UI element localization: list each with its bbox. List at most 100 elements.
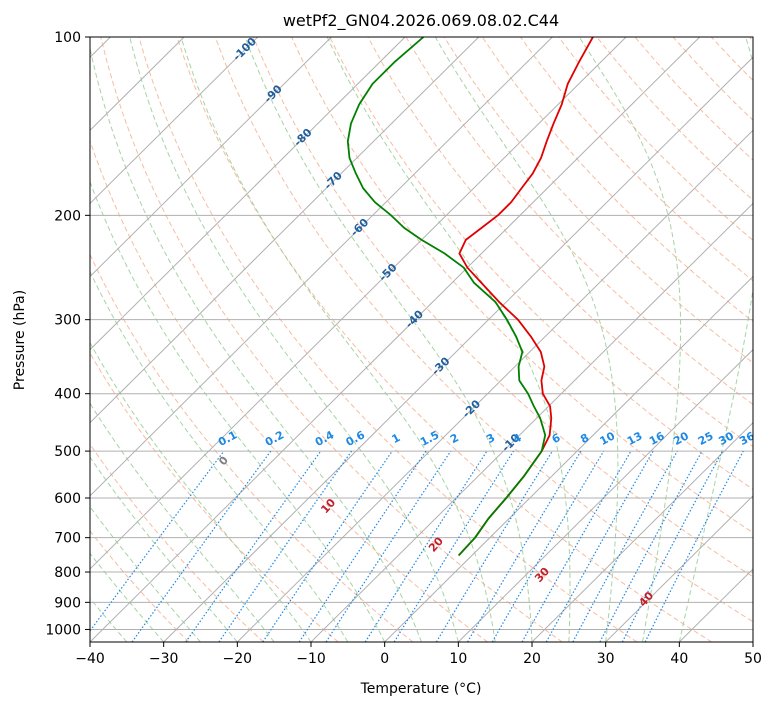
y-tick-label: 200 [54,208,81,224]
moist-adiabat-line [434,37,619,642]
y-tick-label: 700 [54,531,81,547]
x-tick-label: −40 [75,651,105,667]
mixing-ratio-line [599,450,703,642]
moist-adiabat-line [244,37,533,642]
dry-adiabat-line [558,37,753,241]
x-tick-label: 50 [744,651,762,667]
dry-adiabat-line [90,530,190,642]
x-tick-label: 0 [380,651,389,667]
mixing-ratio-line [644,450,744,642]
dry-adiabat-line [100,37,563,642]
isotherm-line [678,568,753,642]
isotherm-line [236,129,753,642]
dry-adiabat-line [405,37,753,406]
isotherm-label: -100 [230,35,259,64]
dry-adiabat-line [214,37,753,623]
x-tick-label: −20 [223,651,253,667]
mixing-ratio-label: 25 [696,429,716,448]
mixing-ratio-label: 1.5 [418,428,441,449]
moist-adiabat-line [129,37,459,642]
dry-adiabat-line [90,352,339,642]
y-tick-label: 1000 [45,622,81,638]
dry-adiabat-label: 0 [216,453,231,468]
dewpoint-profile [346,37,547,557]
dry-adiabat-line [672,37,753,121]
mixing-ratio-label: 0.2 [263,428,286,449]
mixing-ratio-line [621,450,724,642]
isotherm-line [163,56,753,642]
mixing-ratio-line [572,450,678,642]
moist-adiabat-line [90,45,422,642]
mixing-ratio-line [262,450,393,642]
mixing-ratio-line [466,450,582,642]
plot-frame [89,36,754,643]
mixing-ratio-line [393,450,515,642]
moist-adiabat-line [90,270,349,642]
isotherm-line [90,37,627,570]
moist-adiabat-line [180,37,496,642]
isotherm-line [90,37,553,497]
y-tick-label: 600 [54,491,81,507]
mixing-ratio-label: 0.1 [216,428,239,449]
x-axis-label: Temperature (°C) [360,681,482,697]
moist-adiabat-line [90,341,312,642]
moist-adiabat-line [578,37,682,642]
x-tick-label: 40 [670,651,688,667]
temperature-profile [457,37,594,557]
mixing-ratio-label: 20 [671,429,691,448]
dry-adiabat-line [481,37,753,323]
dry-adiabat-line [138,37,638,642]
mixing-ratio-line [218,450,353,642]
mixing-ratio-line [545,450,654,642]
moist-adiabat-line [326,37,571,642]
isotherm-line [310,202,753,642]
isotherm-line [90,37,480,424]
chart-title: wetPf2_GN04.2026.069.08.02.C44 [283,11,559,31]
moist-adiabat-line [90,456,238,642]
dry-adiabat-line [252,37,753,578]
x-tick-label: 20 [523,651,541,667]
mixing-ratio-line [185,450,322,642]
mixing-ratio-label: 36 [737,429,757,448]
mixing-ratio-label: 13 [625,429,645,448]
axes: −40 −30 −20 −10 0 10 20 30 40 5010020030040050060… [45,30,762,667]
mixing-ratio-line [298,450,427,642]
mixing-ratio-line [435,450,553,642]
y-tick-label: 400 [54,387,81,403]
y-tick-label: 800 [54,565,81,581]
dry-adiabat-line [90,253,414,642]
plot-area: -100-90-80-70-60-50-40-30-20-100.1 0.2 0.4… [90,35,757,642]
moist-adiabat-line [678,37,753,642]
isotherm-line [90,37,701,642]
dry-adiabat-line [90,443,264,642]
isotherm-line [457,348,753,642]
dry-adiabat-line [90,139,488,642]
mixing-ratio-label: 1 [390,431,403,446]
isotherm-line [605,495,753,642]
y-axis-label: Pressure (hPa) [12,290,28,390]
isotherm-line [90,37,332,278]
isotherm-line [90,37,259,205]
x-tick-label: 10 [449,651,467,667]
dry-adiabat-label: 30 [532,565,552,585]
isotherm-line [90,37,406,351]
dry-adiabat-label: 40 [636,589,656,609]
mixing-ratio-line [325,450,452,642]
moist-adiabat-line [90,402,275,642]
mixing-ratio-line [131,450,272,642]
y-tick-label: 500 [54,444,81,460]
y-tick-label: 100 [54,30,81,46]
mixing-ratio-label: 6 [550,431,563,446]
isotherm-line [752,641,753,642]
y-tick-label: 300 [54,313,81,329]
mixing-ratio-label: 0.4 [313,428,337,449]
moist-adiabat-line [90,180,386,642]
mixing-ratio-label: 10 [598,429,618,448]
dry-adiabat-line [710,37,753,82]
isotherm-line [384,275,753,642]
mixing-ratio-label: 30 [716,429,736,448]
mixing-ratio-line [90,450,225,632]
y-tick-label: 900 [54,595,81,611]
mixing-ratio-label: 0.6 [344,428,368,449]
